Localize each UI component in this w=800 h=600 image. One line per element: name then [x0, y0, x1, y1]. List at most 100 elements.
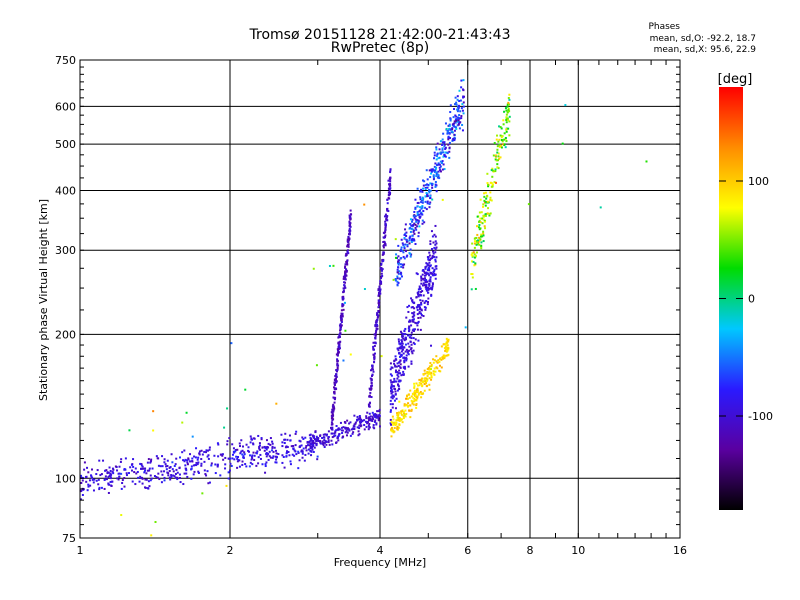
- data-point: [80, 481, 83, 484]
- data-point: [107, 471, 110, 474]
- data-point: [439, 152, 442, 155]
- data-point: [373, 358, 376, 361]
- data-point: [412, 315, 415, 318]
- data-point: [374, 352, 377, 355]
- data-point: [374, 321, 377, 324]
- data-point: [400, 354, 403, 357]
- data-point: [86, 466, 89, 469]
- data-point: [302, 447, 305, 450]
- data-point: [420, 290, 423, 293]
- data-point: [391, 385, 394, 388]
- data-point: [446, 348, 449, 351]
- data-point: [399, 330, 402, 333]
- data-point: [492, 154, 495, 157]
- data-point: [391, 403, 394, 406]
- data-point: [333, 392, 336, 395]
- data-point: [222, 458, 225, 461]
- data-point: [379, 279, 382, 282]
- data-point: [398, 379, 401, 382]
- data-point: [456, 106, 459, 109]
- data-point: [412, 318, 415, 321]
- data-point: [238, 459, 241, 462]
- data-point: [428, 377, 431, 380]
- data-point: [257, 462, 260, 465]
- data-point: [238, 465, 241, 468]
- data-point: [438, 177, 441, 180]
- data-point: [506, 105, 509, 108]
- data-point: [422, 187, 425, 190]
- data-point: [389, 193, 392, 196]
- data-point: [372, 426, 375, 429]
- data-point: [408, 237, 411, 240]
- data-point: [410, 334, 413, 337]
- data-point: [400, 340, 403, 343]
- data-point: [499, 144, 502, 147]
- data-point: [414, 399, 417, 402]
- data-point: [475, 243, 478, 246]
- data-point: [234, 448, 237, 451]
- data-point: [311, 448, 314, 451]
- data-point: [405, 357, 408, 360]
- y-tick-label: 600: [55, 100, 76, 113]
- data-point: [455, 119, 458, 122]
- data-point: [415, 296, 418, 299]
- data-point: [184, 458, 187, 461]
- data-point: [200, 458, 203, 461]
- data-point: [342, 289, 345, 292]
- data-point: [339, 327, 342, 330]
- data-point: [500, 146, 503, 149]
- data-point: [86, 489, 89, 492]
- data-point: [185, 472, 188, 475]
- data-point: [285, 452, 288, 455]
- data-point: [250, 455, 253, 458]
- data-point: [459, 99, 462, 102]
- data-point: [419, 190, 422, 193]
- data-point: [397, 338, 400, 341]
- data-point: [397, 364, 400, 367]
- data-point: [392, 421, 395, 424]
- data-point: [281, 441, 284, 444]
- data-point: [473, 253, 476, 256]
- data-point: [402, 352, 405, 355]
- data-point: [193, 455, 196, 458]
- data-point: [426, 287, 429, 290]
- data-point: [421, 201, 424, 204]
- data-point: [340, 319, 343, 322]
- data-point: [400, 410, 403, 413]
- data-point: [382, 259, 385, 262]
- data-point: [420, 312, 423, 315]
- data-point: [396, 412, 399, 415]
- data-point: [412, 224, 415, 227]
- data-point: [427, 183, 430, 186]
- data-point: [371, 364, 374, 367]
- data-point: [404, 243, 407, 246]
- data-point: [234, 450, 237, 453]
- data-point: [389, 409, 392, 412]
- data-point: [454, 114, 457, 117]
- data-point: [338, 341, 341, 344]
- data-point: [288, 434, 291, 437]
- data-point: [281, 454, 284, 457]
- data-point: [447, 143, 450, 146]
- data-point: [402, 373, 405, 376]
- data-point: [405, 234, 408, 237]
- data-point: [420, 301, 423, 304]
- data-point: [412, 403, 415, 406]
- data-point: [400, 339, 403, 342]
- data-point: [409, 340, 412, 343]
- data-point: [343, 284, 346, 287]
- data-point: [321, 440, 324, 443]
- data-point: [384, 213, 387, 216]
- data-point: [258, 444, 261, 447]
- data-point: [161, 455, 164, 458]
- data-point: [373, 360, 376, 363]
- data-point: [477, 240, 480, 243]
- data-point: [205, 449, 208, 452]
- data-point: [442, 355, 445, 358]
- data-point: [423, 279, 426, 282]
- data-point: [410, 399, 413, 402]
- data-point: [304, 436, 307, 439]
- data-point: [346, 250, 349, 253]
- data-point: [131, 480, 134, 483]
- data-point: [241, 445, 244, 448]
